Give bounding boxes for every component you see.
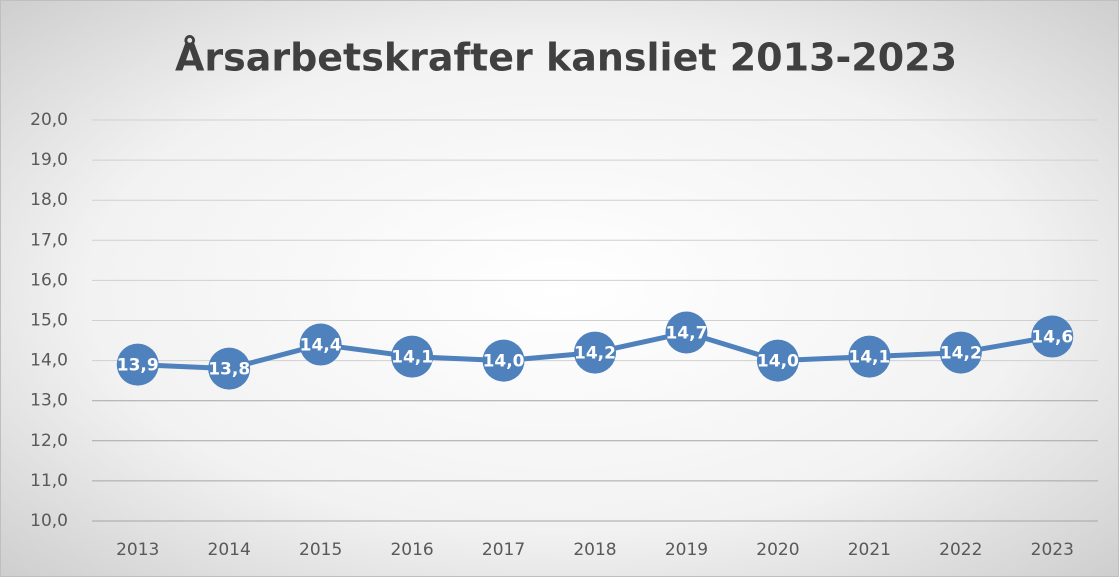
data-label: 14,4	[300, 336, 342, 356]
data-label: 14,1	[848, 348, 890, 368]
x-tick-label: 2015	[299, 540, 342, 560]
y-tick-label: 19,0	[30, 150, 68, 170]
y-tick-label: 16,0	[30, 270, 68, 290]
x-tick-label: 2020	[756, 540, 799, 560]
x-tick-label: 2018	[573, 540, 616, 560]
x-tick-label: 2021	[848, 540, 891, 560]
x-tick-label: 2016	[390, 540, 433, 560]
y-tick-label: 14,0	[30, 351, 68, 371]
y-tick-label: 11,0	[30, 471, 68, 491]
y-tick-label: 10,0	[30, 511, 68, 531]
data-point	[848, 335, 891, 378]
data-point	[574, 331, 616, 374]
y-tick-label: 13,0	[30, 391, 68, 411]
x-tick-label: 2019	[665, 540, 708, 560]
data-label: 14,1	[391, 348, 433, 368]
chart-title: Årsarbetskrafter kansliet 2013-2023	[175, 36, 957, 80]
y-tick-label: 20,0	[30, 110, 68, 130]
data-point	[665, 311, 708, 354]
data-label: 13,9	[117, 356, 159, 376]
data-label: 14,2	[940, 344, 982, 364]
y-tick-label: 15,0	[30, 311, 68, 331]
data-label: 14,2	[574, 344, 616, 364]
data-label: 14,6	[1031, 328, 1073, 348]
x-tick-label: 2023	[1031, 540, 1074, 560]
x-tick-label: 2013	[116, 540, 159, 560]
data-point	[756, 339, 799, 382]
data-point	[116, 343, 159, 386]
data-label: 13,8	[208, 360, 250, 380]
data-point	[391, 335, 434, 378]
data-label: 14,7	[665, 324, 707, 344]
data-point	[1031, 315, 1074, 358]
y-tick-label: 18,0	[30, 190, 68, 210]
data-point	[482, 339, 525, 382]
x-tick-label: 2014	[208, 540, 251, 560]
data-label: 14,0	[757, 352, 799, 372]
x-tick-label: 2022	[939, 540, 982, 560]
x-tick-label: 2017	[482, 540, 525, 560]
data-point	[299, 323, 342, 366]
data-point	[939, 331, 982, 374]
data-point	[208, 347, 251, 390]
y-tick-label: 17,0	[30, 230, 68, 250]
y-tick-label: 12,0	[30, 431, 68, 451]
data-label: 14,0	[483, 352, 525, 372]
